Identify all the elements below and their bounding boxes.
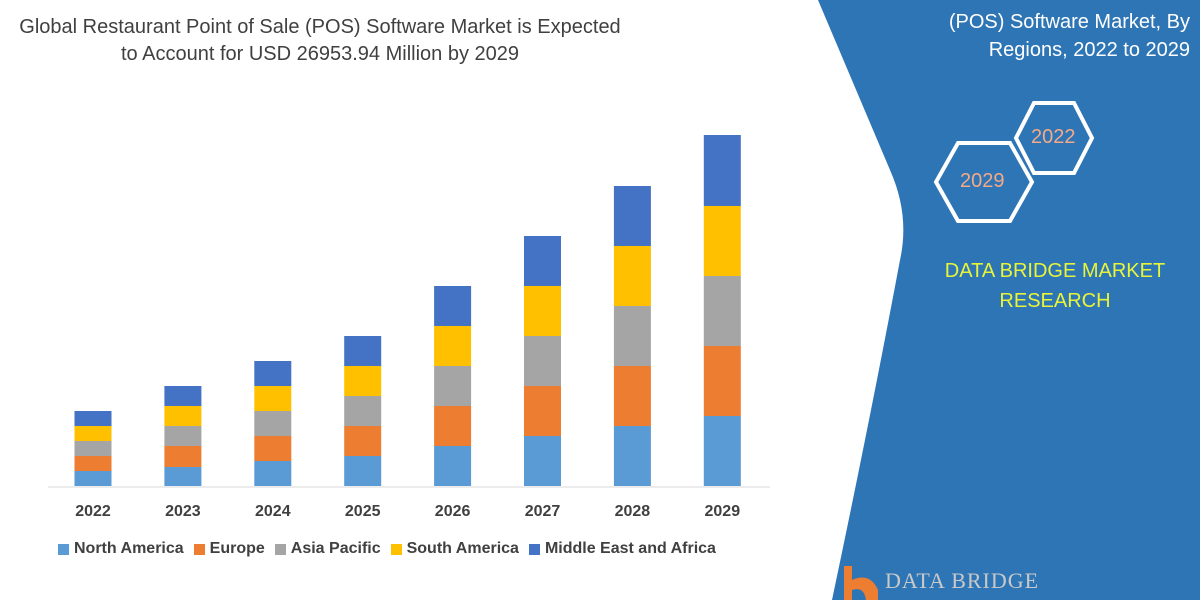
x-tick-label: 2027 [524, 503, 561, 520]
bar-segment-2026-middle-east-and-africa [434, 286, 472, 326]
bar-segment-2025-south-america [344, 366, 382, 396]
bar-segment-2027-europe [524, 386, 561, 436]
bar-segment-2023-europe [164, 446, 202, 467]
bars [74, 135, 741, 486]
bar-segment-2029-middle-east-and-africa [703, 135, 741, 206]
legend-swatch [390, 543, 402, 555]
bar-segment-2028-south-america [613, 246, 651, 306]
bar-segment-2027-asia-pacific [524, 336, 561, 386]
hex-label-2029: 2029 [960, 170, 1005, 192]
legend-item: South America [390, 540, 519, 558]
bar-segment-2025-north-america [344, 456, 382, 486]
bar-segment-2023-south-america [164, 406, 202, 426]
x-tick-label: 2025 [344, 503, 381, 520]
hex-label-2022: 2022 [1031, 126, 1076, 148]
bar-segment-2022-asia-pacific [74, 441, 112, 456]
legend-label: South America [406, 540, 519, 557]
bar-segment-2022-middle-east-and-africa [74, 411, 112, 426]
legend-item: North America [58, 540, 184, 558]
bar-segment-2022-north-america [74, 471, 112, 486]
bar-segment-2027-middle-east-and-africa [524, 236, 561, 286]
x-tick-label: 2023 [165, 503, 201, 520]
bar-segment-2026-asia-pacific [434, 366, 472, 406]
legend-label: Middle East and Africa [544, 540, 716, 557]
bar-segment-2028-north-america [613, 426, 651, 486]
logo-text: DATA BRIDGE [885, 568, 1040, 593]
bar-segment-2028-middle-east-and-africa [613, 186, 651, 246]
bar-segment-2022-south-america [74, 426, 112, 441]
bar-segment-2025-europe [344, 426, 382, 456]
legend: North America Europe Asia Pacific South Ame… [58, 540, 716, 558]
x-tick-label: 2024 [255, 503, 291, 520]
bar-segment-2029-north-america [703, 416, 741, 486]
bar-segment-2029-south-america [703, 206, 741, 276]
hexagon-2029 [933, 141, 1035, 223]
x-tick-label: 2028 [614, 503, 651, 520]
bar-segment-2024-middle-east-and-africa [254, 361, 292, 386]
blue-side-panel [818, 0, 1200, 600]
legend-label: Asia Pacific [290, 540, 381, 557]
x-tick-label: 2022 [75, 503, 111, 520]
x-tick-label: 2029 [704, 503, 741, 520]
legend-label: North America [74, 540, 184, 557]
bar-segment-2024-south-america [254, 386, 292, 411]
brand-text: DATA BRIDGE MARKET RESEARCH [944, 260, 1166, 312]
x-tick-label: 2026 [434, 503, 471, 520]
legend-swatch [274, 543, 286, 555]
legend-swatch [528, 543, 540, 555]
bar-segment-2026-south-america [434, 326, 472, 366]
bar-segment-2028-europe [613, 366, 651, 426]
hexagon-2022 [1013, 101, 1095, 175]
bar-segment-2029-europe [703, 346, 741, 416]
bar-segment-2026-europe [434, 406, 472, 446]
legend-item: Europe [193, 540, 265, 558]
legend-swatch [58, 543, 69, 555]
bar-segment-2024-europe [254, 436, 292, 461]
bar-segment-2023-asia-pacific [164, 426, 202, 446]
side-panel-title: (POS) Software Market, By Regions, 2022 … [948, 11, 1190, 61]
bar-segment-2022-europe [74, 456, 112, 471]
bar-segment-2027-south-america [524, 286, 561, 336]
bar-segment-2026-north-america [434, 446, 472, 486]
bar-segment-2025-middle-east-and-africa [344, 336, 382, 366]
bar-segment-2028-asia-pacific [613, 306, 651, 366]
legend-item: Asia Pacific [274, 540, 381, 558]
bar-segment-2023-middle-east-and-africa [164, 386, 202, 406]
legend-item: Middle East and Africa [528, 540, 716, 558]
bar-segment-2029-asia-pacific [703, 276, 741, 346]
logo-icon [844, 566, 878, 600]
legend-label: Europe [209, 540, 265, 557]
legend-swatch [193, 543, 205, 555]
bar-segment-2027-north-america [524, 436, 561, 486]
bar-segment-2024-asia-pacific [254, 411, 292, 436]
bar-segment-2024-north-america [254, 461, 292, 486]
bar-segment-2025-asia-pacific [344, 396, 382, 426]
chart-title: Global Restaurant Point of Sale (POS) So… [19, 16, 621, 65]
bar-segment-2023-north-america [164, 467, 202, 486]
